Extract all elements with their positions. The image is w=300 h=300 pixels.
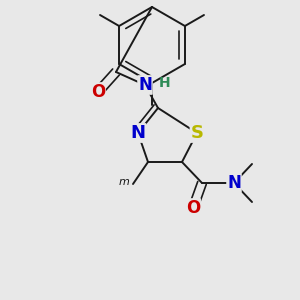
Text: H: H [159, 76, 171, 90]
Text: N: N [227, 174, 241, 192]
Text: m: m [118, 177, 129, 187]
Text: O: O [186, 199, 200, 217]
Text: N: N [130, 124, 146, 142]
Text: S: S [190, 124, 203, 142]
Text: N: N [138, 76, 152, 94]
Text: O: O [91, 83, 105, 101]
